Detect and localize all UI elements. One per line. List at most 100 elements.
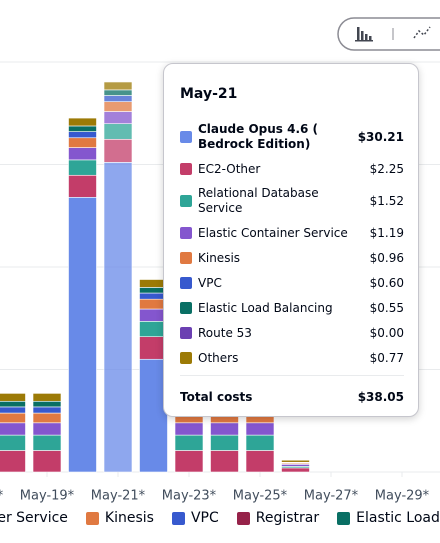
legend-label: Elastic Container Service xyxy=(0,510,68,526)
tooltip-value: $2.25 xyxy=(369,162,404,176)
tooltip-series-name: Relational Database Service xyxy=(198,186,319,215)
tooltip-series-name: Route 53 xyxy=(198,325,252,340)
tooltip-row: Route 53 $0.00 xyxy=(180,325,404,341)
tooltip-row: Others $0.77 xyxy=(180,350,404,366)
x-tick-label: May-19* xyxy=(20,489,75,504)
bar-segment xyxy=(32,434,62,451)
tooltip-value: $0.00 xyxy=(369,326,404,340)
bar-segment xyxy=(68,137,97,148)
tooltip-value: $30.21 xyxy=(357,130,404,144)
bar-segment xyxy=(281,459,310,463)
bar-segment xyxy=(210,422,239,436)
bar-segment xyxy=(103,138,133,163)
legend-item[interactable]: VPC xyxy=(171,510,219,526)
bar-segment xyxy=(68,147,97,161)
tooltip-value: $0.77 xyxy=(369,351,404,365)
x-tick-label: May-27* xyxy=(304,489,359,504)
tooltip-swatch xyxy=(180,277,192,289)
tooltip-swatch xyxy=(180,252,192,264)
bar-segment xyxy=(174,450,204,473)
x-tick-label: May-17* xyxy=(0,489,4,504)
legend-swatch xyxy=(236,511,250,525)
bar-segment xyxy=(68,125,97,132)
tooltip-row: EC2-Other $2.25 xyxy=(180,161,404,177)
tooltip-value: $0.55 xyxy=(369,301,404,315)
legend-swatch xyxy=(171,511,185,525)
legend-label: Registrar xyxy=(255,510,320,526)
bar-segment xyxy=(210,434,239,451)
legend-row: Claude Opus 4.6 ( Bedrock Edition)EC2-Ot… xyxy=(0,510,440,526)
bar-segment xyxy=(0,393,26,402)
x-tick-label: May-21* xyxy=(91,489,146,504)
tooltip-rows: Claude Opus 4.6 ( Bedrock Edition) $30.21… xyxy=(180,122,404,366)
bar-segment xyxy=(103,95,133,102)
toolbar xyxy=(337,17,440,51)
bar-segment xyxy=(32,422,62,436)
legend-item[interactable]: Elastic Load Balancing xyxy=(337,510,440,526)
tooltip-series-name: Kinesis xyxy=(198,250,241,265)
legend-item[interactable]: Registrar xyxy=(236,510,320,526)
total-label: Total costs xyxy=(180,390,253,404)
tooltip-series-name: Others xyxy=(198,350,239,365)
tooltip-row: Relational Database Service $1.52 xyxy=(180,186,404,216)
bar-segment xyxy=(32,412,62,424)
bar-segment xyxy=(68,159,97,176)
bar-segment xyxy=(174,422,204,436)
bar-segment xyxy=(245,434,275,451)
tooltip-swatch xyxy=(180,195,192,207)
legend: Claude Opus 4.6 ( Bedrock Edition)EC2-Ot… xyxy=(0,510,440,536)
bar-segment xyxy=(281,467,310,473)
line-icon[interactable] xyxy=(413,26,431,39)
legend-item[interactable]: Kinesis xyxy=(85,510,154,526)
bar-segment xyxy=(245,450,275,473)
bar-segment xyxy=(103,81,133,91)
legend-item[interactable]: Elastic Container Service xyxy=(0,510,68,526)
legend-label: Elastic Load Balancing xyxy=(356,510,440,526)
tooltip-series-name: Claude Opus 4.6 ( Bedrock Edition) xyxy=(198,122,319,151)
bar-segment xyxy=(210,450,239,473)
legend-swatch xyxy=(85,511,99,525)
bar-icon[interactable] xyxy=(355,27,373,42)
tooltip-row: Kinesis $0.96 xyxy=(180,250,404,266)
x-axis: May-17* May-19* May-21* May-23* May-25* May-2… xyxy=(0,472,430,504)
legend-label: Kinesis xyxy=(104,510,154,526)
bar-segment xyxy=(103,162,133,473)
bar-segment xyxy=(245,422,275,436)
bar-segment xyxy=(68,197,97,473)
legend-label: VPC xyxy=(190,510,219,526)
total-value: $38.05 xyxy=(357,390,404,404)
bar-segment xyxy=(32,400,62,408)
tooltip-title: May-21 xyxy=(180,86,238,102)
bar-segment xyxy=(0,412,26,424)
bar-segment xyxy=(68,174,97,198)
bar-segment xyxy=(68,117,97,127)
x-tick-label: May-29* xyxy=(375,489,430,504)
tooltip-series-name: Elastic Container Service xyxy=(198,225,348,240)
tooltip-total: Total costs $38.05 xyxy=(180,375,404,404)
bar-segment xyxy=(0,422,26,436)
bar-segment xyxy=(32,393,62,402)
tooltip-value: $1.52 xyxy=(369,194,404,208)
bar-segment xyxy=(32,450,62,473)
tooltip-swatch xyxy=(180,163,192,175)
tooltip-value: $0.60 xyxy=(369,276,404,290)
toggle-group[interactable] xyxy=(337,17,440,51)
tooltip-value: $1.19 xyxy=(369,226,404,240)
bar-segment xyxy=(281,464,310,467)
bar-segment xyxy=(0,400,26,408)
tooltip-value: $0.96 xyxy=(369,251,404,265)
bar-segment xyxy=(32,406,62,414)
bar-segment xyxy=(103,89,133,96)
tooltip-row: Elastic Load Balancing $0.55 xyxy=(180,300,404,316)
tooltip-series-name: Elastic Load Balancing xyxy=(198,300,333,315)
tooltip-row: Claude Opus 4.6 ( Bedrock Edition) $30.21 xyxy=(180,122,404,152)
tooltip-swatch xyxy=(180,227,192,239)
tooltip-row: VPC $0.60 xyxy=(180,275,404,291)
tooltip-swatch xyxy=(180,302,192,314)
tooltip-series-name: EC2-Other xyxy=(198,161,261,176)
bar-segment xyxy=(103,101,133,112)
tooltip-swatch xyxy=(180,352,192,364)
tooltip-row: Elastic Container Service $1.19 xyxy=(180,225,404,241)
bar-segment xyxy=(0,434,26,451)
